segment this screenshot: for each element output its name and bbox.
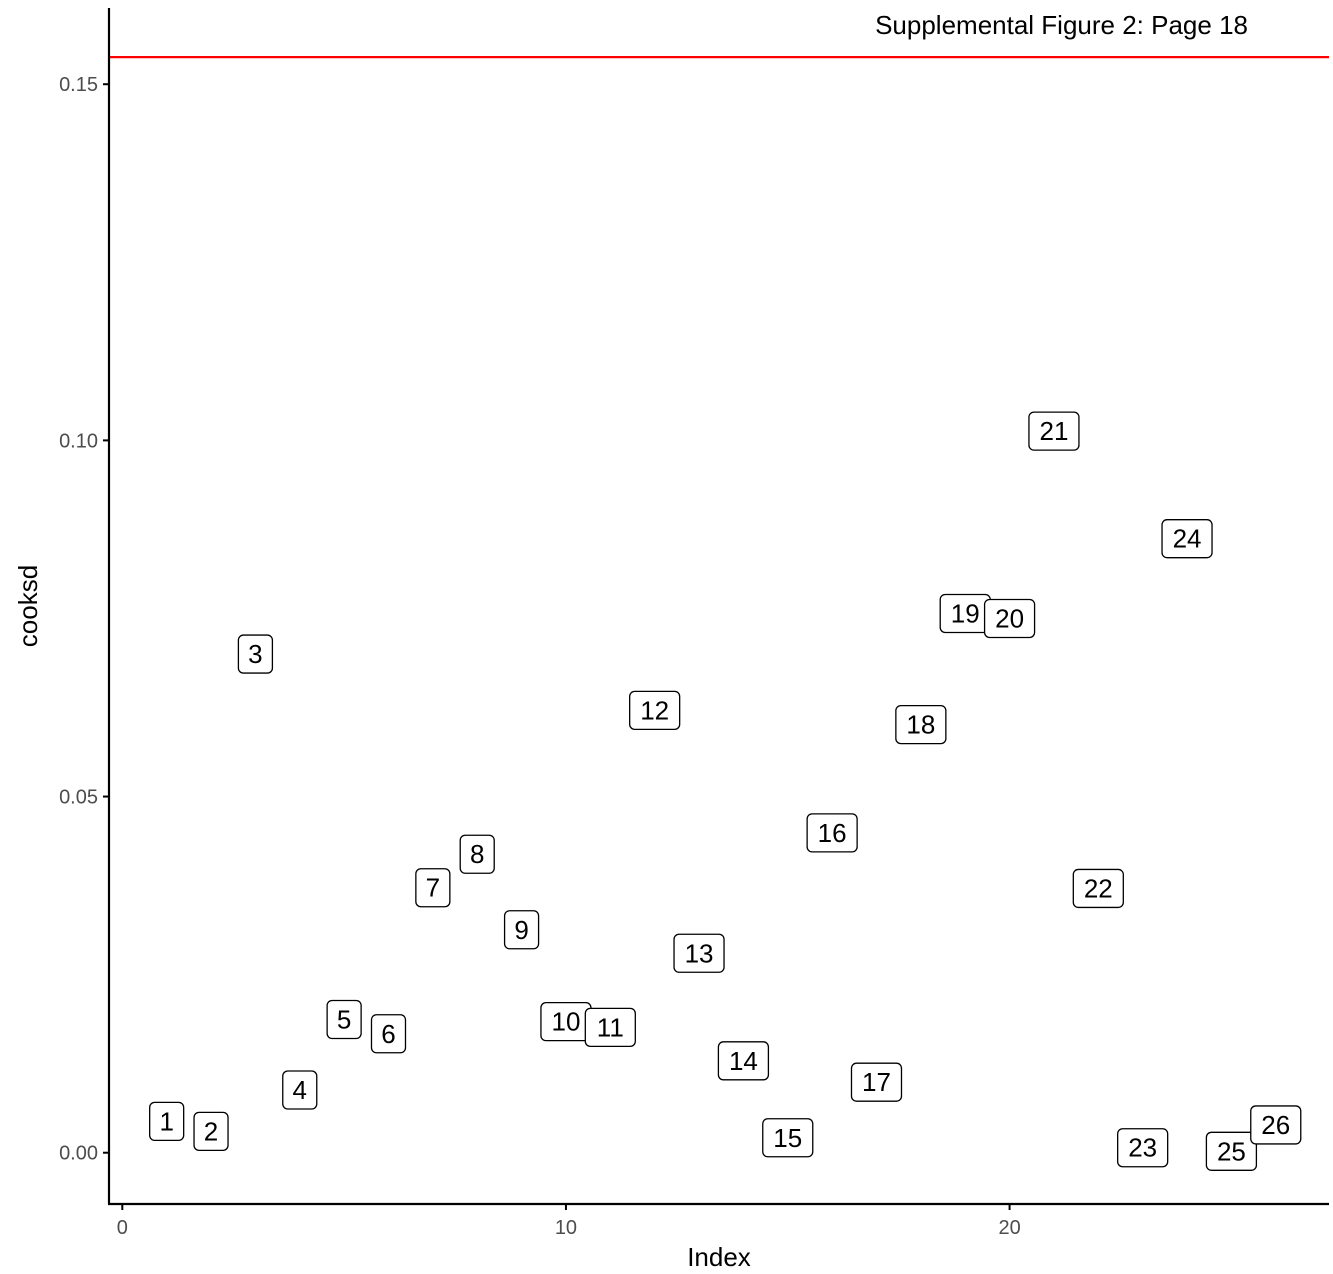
point-label-text: 19 <box>951 598 980 628</box>
point-label-1: 1 <box>149 1101 185 1142</box>
point-label-box <box>850 1062 903 1102</box>
y-tick-label: 0.10 <box>59 430 98 452</box>
point-label-text: 21 <box>1039 416 1068 446</box>
point-label-23: 23 <box>1117 1128 1169 1168</box>
point-label-26: 26 <box>1250 1105 1302 1145</box>
point-label-text: 14 <box>729 1046 758 1076</box>
point-label-box <box>717 1041 770 1081</box>
point-label-text: 24 <box>1173 524 1202 554</box>
x-axis-ticks: 0 10 20 <box>117 1204 1021 1239</box>
point-label-text: 4 <box>293 1075 307 1105</box>
point-label-text: 2 <box>204 1116 218 1146</box>
point-label-box <box>326 999 362 1040</box>
point-label-text: 3 <box>248 639 262 669</box>
point-label-4: 4 <box>282 1070 318 1110</box>
x-tick-label: 0 <box>117 1217 128 1239</box>
point-label-box <box>1117 1128 1169 1168</box>
point-label-text: 1 <box>159 1106 173 1136</box>
point-label-text: 17 <box>862 1067 891 1097</box>
point-label-box <box>370 1014 407 1054</box>
y-axis-title: cooksd <box>13 565 43 647</box>
point-label-9: 9 <box>503 910 540 950</box>
point-label-text: 12 <box>640 695 669 725</box>
point-label-3: 3 <box>237 634 274 674</box>
point-label-text: 8 <box>470 839 484 869</box>
point-label-20: 20 <box>983 598 1036 639</box>
point-label-18: 18 <box>895 704 947 745</box>
point-label-22: 22 <box>1072 868 1124 909</box>
point-label-box <box>1028 411 1080 451</box>
point-label-box <box>237 634 274 674</box>
point-label-text: 15 <box>773 1123 802 1153</box>
y-tick-label: 0.00 <box>59 1143 98 1165</box>
point-label-21: 21 <box>1028 411 1080 451</box>
point-label-box <box>1205 1131 1258 1171</box>
x-tick-label: 20 <box>998 1217 1020 1239</box>
point-label-text: 16 <box>818 818 847 848</box>
point-label-box <box>193 1111 229 1151</box>
point-label-box <box>459 834 495 874</box>
figure-annotation: Supplemental Figure 2: Page 18 <box>875 10 1248 40</box>
y-tick-label: 0.15 <box>59 74 98 96</box>
point-label-16: 16 <box>806 813 858 853</box>
point-label-box <box>1161 519 1213 559</box>
point-label-text: 11 <box>597 1012 624 1042</box>
point-label-box <box>503 910 540 950</box>
point-label-text: 13 <box>685 938 714 968</box>
point-label-10: 10 <box>540 1001 592 1042</box>
point-label-box <box>983 598 1036 639</box>
point-label-box <box>282 1070 318 1110</box>
point-label-text: 5 <box>337 1005 351 1035</box>
point-label-5: 5 <box>326 999 362 1040</box>
point-label-2: 2 <box>193 1111 229 1151</box>
point-label-box <box>673 933 725 973</box>
point-label-text: 18 <box>906 710 935 740</box>
point-label-24: 24 <box>1161 519 1213 559</box>
x-tick-label: 10 <box>555 1217 577 1239</box>
y-tick-label: 0.05 <box>59 787 98 809</box>
point-label-box <box>149 1101 185 1142</box>
point-label-text: 7 <box>426 873 440 903</box>
y-axis-ticks: 0.00 0.05 0.10 0.15 <box>59 74 109 1165</box>
point-label-8: 8 <box>459 834 495 874</box>
point-label-11: 11 <box>584 1007 636 1047</box>
point-label-13: 13 <box>673 933 725 973</box>
point-label-17: 17 <box>850 1062 903 1102</box>
point-label-19: 19 <box>939 593 991 634</box>
point-label-box <box>1250 1105 1302 1145</box>
point-label-text: 25 <box>1217 1136 1246 1166</box>
point-label-text: 23 <box>1128 1133 1157 1163</box>
point-label-text: 10 <box>551 1007 580 1037</box>
point-label-6: 6 <box>370 1014 407 1054</box>
point-label-text: 22 <box>1084 873 1113 903</box>
point-label-box <box>584 1007 636 1047</box>
point-label-text: 9 <box>514 915 528 945</box>
point-label-15: 15 <box>762 1118 814 1158</box>
point-label-25: 25 <box>1205 1131 1258 1171</box>
point-label-14: 14 <box>717 1041 770 1081</box>
x-axis-title: Index <box>687 1242 751 1272</box>
point-label-text: 26 <box>1261 1110 1290 1140</box>
point-label-box <box>806 813 858 853</box>
point-label-box <box>895 704 947 745</box>
point-label-box <box>1072 868 1124 909</box>
point-label-12: 12 <box>629 690 681 731</box>
point-label-text: 6 <box>381 1019 395 1049</box>
point-label-box <box>415 868 451 908</box>
point-label-text: 20 <box>995 603 1024 633</box>
point-label-7: 7 <box>415 868 451 908</box>
point-label-box <box>629 690 681 731</box>
point-label-box <box>762 1118 814 1158</box>
